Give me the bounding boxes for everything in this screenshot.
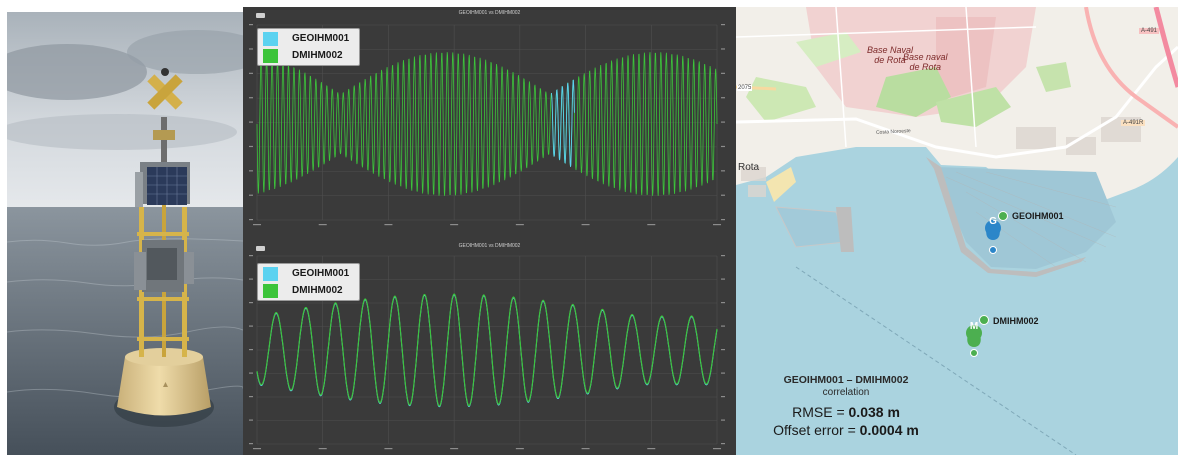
marker-label-dmihm002[interactable]: DMIHM002	[993, 316, 1039, 326]
road-label-2075: 2075	[737, 85, 753, 91]
offset-error-line: Offset error = 0.0004 m	[746, 422, 946, 438]
legend-item-dmihm002[interactable]: DMIHM002	[263, 283, 343, 298]
buoy-photo	[7, 12, 243, 455]
axis-ticks	[249, 24, 725, 226]
chart-menu-badge[interactable]	[256, 13, 265, 18]
series-dmihm002-line	[256, 293, 718, 407]
chart-title: GEOIHM001 vs DMIHM002	[458, 243, 521, 249]
comparison-charts: GEOIHM001 vs DMIHM002 GEOIHM001 DMIHM002…	[243, 7, 736, 455]
road-label-a491: A-491	[1139, 28, 1160, 34]
chart-legend: GEOIHM001 DMIHM002	[257, 28, 360, 66]
legend-swatch	[263, 48, 278, 63]
legend-label: GEOIHM001	[292, 268, 350, 279]
rmse-line: RMSE = 0.038 m	[746, 404, 946, 420]
tide-chart-plot	[249, 24, 725, 226]
legend-item-geoihm001[interactable]: GEOIHM001	[263, 266, 349, 281]
axis-ticks	[249, 255, 725, 450]
chart-menu-badge[interactable]	[256, 246, 265, 251]
legend-item-dmihm002[interactable]: DMIHM002	[263, 48, 343, 63]
chart-title: GEOIHM001 vs DMIHM002	[458, 10, 521, 16]
marker-geoihm001-glyph: G	[989, 216, 997, 227]
tide-chart-zoomed: GEOIHM001 vs DMIHM002 GEOIHM001 DMIHM002	[243, 240, 736, 455]
legend-label: DMIHM002	[292, 50, 343, 61]
legend-swatch	[263, 31, 278, 46]
offset-error-label: Offset error =	[773, 422, 860, 438]
chart-legend: GEOIHM001 DMIHM002	[257, 263, 360, 301]
offset-error-value: 0.0004 m	[859, 422, 919, 438]
marker-label-geoihm001[interactable]: GEOIHM001	[1012, 211, 1064, 221]
location-map[interactable]: Base Naval de Rota Base naval de Rota Ro…	[736, 7, 1178, 455]
rmse-value: 0.038 m	[848, 404, 900, 420]
map-label-rota: Rota	[738, 162, 760, 173]
marker-dmihm002-pin[interactable]	[966, 315, 989, 357]
rmse-label: RMSE =	[792, 404, 849, 420]
legend-swatch	[263, 283, 278, 298]
tide-chart-full-period: GEOIHM001 vs DMIHM002 GEOIHM001 DMIHM002	[243, 7, 736, 232]
map-canvas	[736, 7, 1178, 455]
series-dmihm002-line	[256, 52, 718, 196]
stats-subtitle: correlation	[822, 387, 870, 398]
series-geoihm001-line	[550, 79, 575, 167]
marker-dmihm002-glyph: M	[969, 321, 979, 332]
correlation-stats: GEOIHM001 – DMIHM002 correlation RMSE = …	[746, 374, 946, 438]
road-label-a491r: A-491R	[1121, 120, 1146, 126]
legend-item-geoihm001[interactable]: GEOIHM001	[263, 31, 349, 46]
stats-title: GEOIHM001 – DMIHM002	[783, 374, 909, 386]
legend-label: GEOIHM001	[292, 33, 350, 44]
buoy-photo-image	[7, 12, 243, 455]
map-label-base-naval: Base Naval de Rota	[867, 45, 914, 65]
marker-geoihm001-pin[interactable]	[985, 211, 1008, 254]
legend-swatch	[263, 266, 278, 281]
map-label-base-naval-2: Base naval de Rota	[903, 52, 948, 72]
series-geoihm001-line	[256, 294, 718, 408]
legend-label: DMIHM002	[292, 285, 343, 296]
